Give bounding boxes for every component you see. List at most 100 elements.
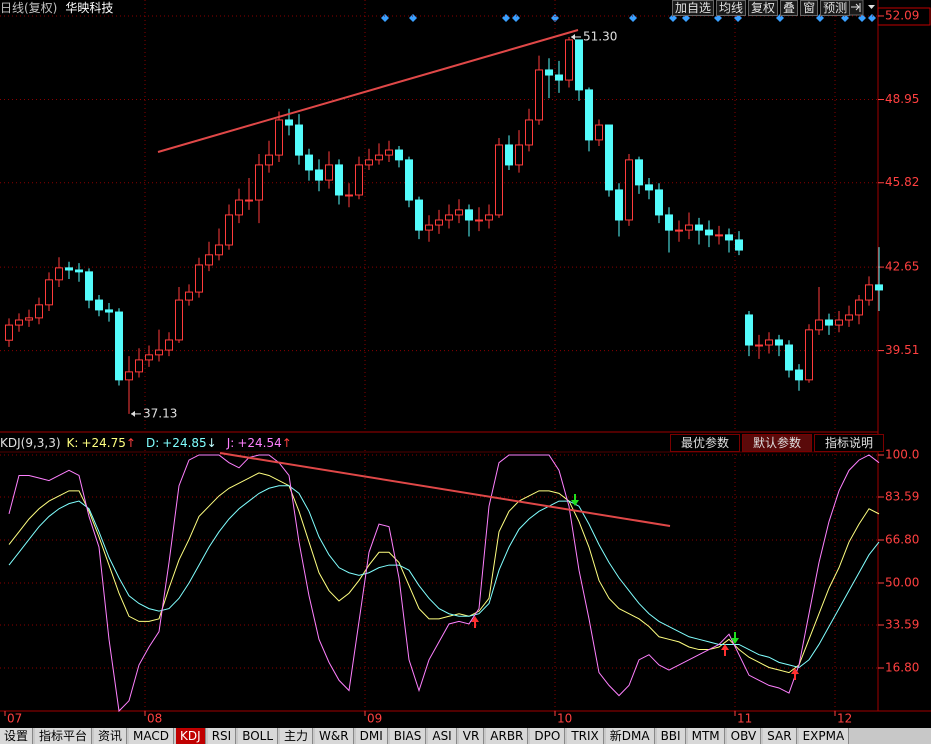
candle-body <box>785 344 793 371</box>
candle-body <box>345 194 353 197</box>
tab[interactable]: RSI <box>207 728 237 744</box>
sell-signal <box>731 632 739 644</box>
candle-body <box>215 244 223 256</box>
tab[interactable]: 主力 <box>280 728 314 744</box>
tab[interactable]: 设置 <box>0 728 34 744</box>
candle-body <box>865 284 873 301</box>
legend-readout: +24.54 <box>237 436 282 450</box>
tab[interactable]: KDJ <box>176 728 206 744</box>
tab[interactable]: ARBR <box>486 728 529 744</box>
candle-body <box>335 164 343 196</box>
candle-body <box>145 354 153 361</box>
indicator-tabs: 设置 指标平台 资讯 MACD KDJ RSI BOLL 主力 W&R DMI BIAS ASI VR A… <box>0 728 931 744</box>
indicator-button[interactable]: 指标说明 <box>814 434 885 452</box>
icon <box>851 3 861 12</box>
candle-body <box>55 267 63 281</box>
candle-body <box>295 124 303 156</box>
buy-signal <box>721 644 729 656</box>
x-tick-label: 08 <box>147 712 162 726</box>
tab[interactable]: TRIX <box>567 728 604 744</box>
candle-body <box>415 199 423 231</box>
annotation-label: 37.13 <box>143 406 177 420</box>
tab[interactable]: DMI <box>355 728 388 744</box>
candle-body <box>555 74 563 81</box>
indicator-button[interactable]: 最优参数 <box>670 434 741 452</box>
tab[interactable]: 指标平台 <box>35 728 93 744</box>
tab[interactable]: 资讯 <box>94 728 128 744</box>
plot-area: 52.09 48.95 45.82 42.65 39.51 100.0 83.59 66.80… <box>0 0 919 726</box>
candle-body <box>125 371 133 381</box>
candle-body <box>445 214 453 221</box>
candle-body <box>525 119 533 146</box>
candle-body <box>855 299 863 316</box>
candle-body <box>765 339 773 346</box>
tab[interactable]: EXPMA <box>798 728 850 744</box>
legend-name: J: <box>226 436 235 450</box>
candle-body <box>685 224 693 231</box>
candle-body <box>25 317 33 321</box>
buy-signal <box>791 668 799 680</box>
toolbar-button[interactable]: 预测 <box>820 0 851 16</box>
candle-body <box>815 319 823 331</box>
candle-body <box>375 154 383 161</box>
tab[interactable]: ASI <box>428 728 457 744</box>
candle-body <box>695 224 703 231</box>
legend-arrow: ↑ <box>125 436 136 450</box>
tab[interactable]: SAR <box>763 728 797 744</box>
candle-body <box>875 284 883 291</box>
tab[interactable]: 新DMA <box>605 728 655 744</box>
indicator-legend: KDJ(9,3,3) K: +24.75 ↑ D: +24.85 ↓ J: +24.54 ↑ <box>0 436 302 450</box>
tab[interactable]: BOLL <box>238 728 279 744</box>
tab[interactable]: W&R <box>315 728 354 744</box>
tab[interactable]: BIAS <box>389 728 427 744</box>
candle-body <box>535 69 543 121</box>
header: 日线(复权) 华映科技 <box>0 0 113 16</box>
y-tick-label: 48.95 <box>885 92 919 106</box>
candle-body <box>405 159 413 201</box>
candle-body <box>185 291 193 301</box>
candle-body <box>545 69 553 76</box>
candle-body <box>165 339 173 351</box>
tab[interactable]: DPO <box>530 728 566 744</box>
candle-body <box>225 214 233 246</box>
candle-body <box>305 154 313 171</box>
candle-body <box>715 234 723 237</box>
toolbar-button[interactable]: 均线 <box>716 0 747 16</box>
candle-body <box>5 324 13 341</box>
toolbar-button[interactable]: 窗 <box>800 0 819 16</box>
candle-body <box>355 164 363 196</box>
candle-body <box>455 209 463 216</box>
candle-body <box>565 39 573 81</box>
tab[interactable]: OBV <box>726 728 762 744</box>
tab[interactable]: VR <box>458 728 485 744</box>
y-tick-label: 66.80 <box>885 532 919 546</box>
candle-body <box>155 349 163 356</box>
candle-body <box>75 269 83 273</box>
legend-arrow: ↓ <box>206 436 217 450</box>
sell-signal <box>571 494 579 506</box>
tab[interactable]: MTM <box>687 728 725 744</box>
toolbar-button[interactable]: 加自选 <box>672 0 715 16</box>
candle-body <box>795 369 803 381</box>
candle-body <box>35 304 43 319</box>
x-tick-label: 07 <box>7 712 22 726</box>
candle-body <box>65 267 73 271</box>
toolbar-button[interactable]: 叠 <box>780 0 799 16</box>
candle-body <box>175 299 183 341</box>
candle-body <box>655 189 663 216</box>
candle-body <box>15 319 23 326</box>
toolbar-button[interactable]: 复权 <box>748 0 779 16</box>
candle-body <box>485 214 493 221</box>
trend-line <box>157 29 579 153</box>
candle-body <box>425 224 433 231</box>
legend-arrow: ↑ <box>281 436 292 450</box>
indicator-button[interactable]: 默认参数 <box>742 434 813 452</box>
y-tick-label: 39.51 <box>885 343 919 357</box>
indicator-buttons: 最优参数 默认参数 指标说明 <box>670 434 885 452</box>
tab[interactable]: MACD <box>129 728 175 744</box>
candle-body <box>115 311 123 381</box>
dropdown-icon[interactable] <box>868 5 875 9</box>
tab[interactable]: BBI <box>656 728 686 744</box>
